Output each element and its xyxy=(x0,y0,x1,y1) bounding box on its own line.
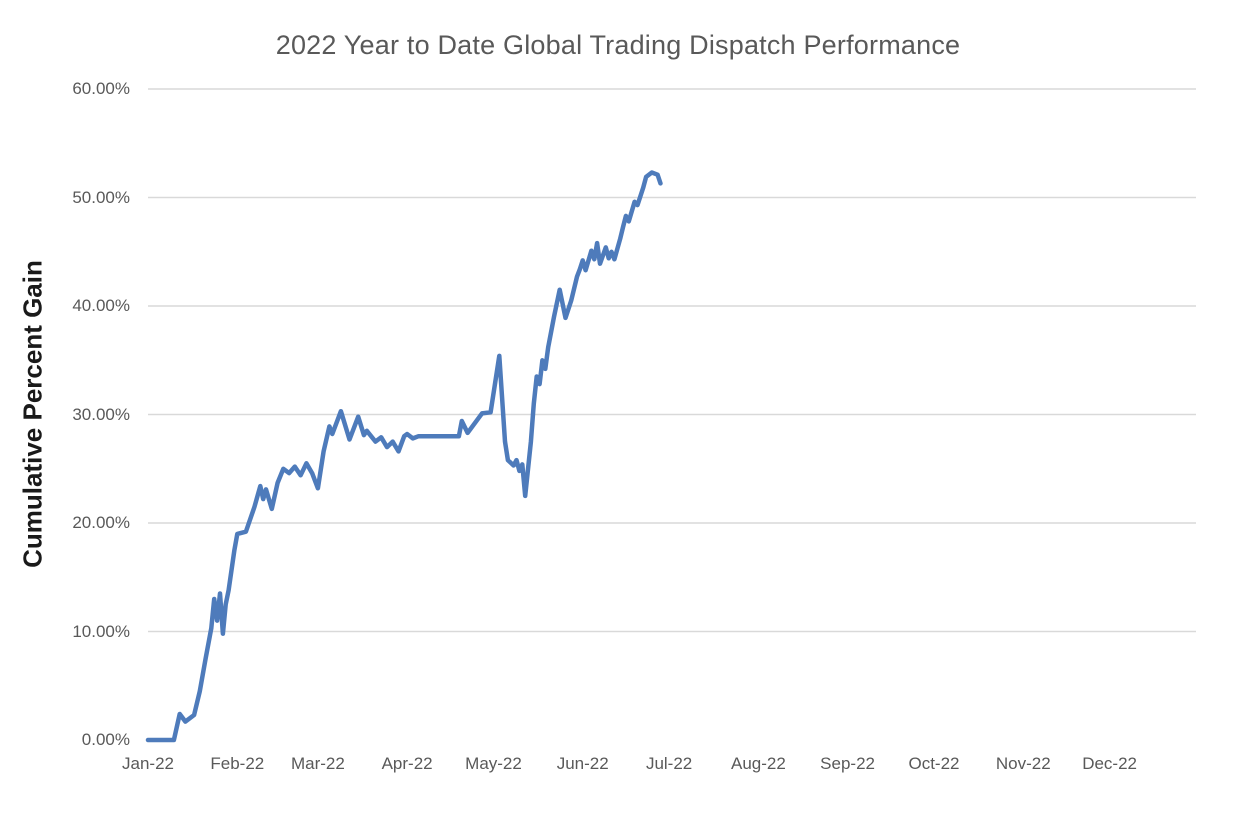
x-tick-label: Jul-22 xyxy=(645,754,693,773)
x-tick-label: Sep-22 xyxy=(820,754,876,773)
x-tick-label: Aug-22 xyxy=(730,754,786,773)
chart-title: 2022 Year to Date Global Trading Dispatc… xyxy=(275,30,961,60)
x-tick-label: Jan-22 xyxy=(122,754,174,773)
y-tick-label: 40.00% xyxy=(72,296,130,315)
y-tick-label: 0.00% xyxy=(81,730,130,749)
y-tick-label: 60.00% xyxy=(72,79,130,98)
x-tick-label: Mar-22 xyxy=(290,754,345,773)
x-tick-label: Oct-22 xyxy=(908,754,960,773)
series-line xyxy=(145,170,663,743)
x-tick-label: Apr-22 xyxy=(381,754,433,773)
y-tick-label: 50.00% xyxy=(72,187,130,207)
y-tick-label: 10.00% xyxy=(72,621,130,641)
y-tick-label: 20.00% xyxy=(72,513,130,532)
x-tick-label: May-22 xyxy=(465,754,522,773)
x-tick-label: Feb-22 xyxy=(210,754,265,773)
y-tick-label: 30.00% xyxy=(72,404,130,424)
x-tick-label: Dec-22 xyxy=(1082,754,1137,773)
x-tick-label: Jun-22 xyxy=(556,754,609,773)
x-tick-label: Nov-22 xyxy=(995,754,1051,773)
